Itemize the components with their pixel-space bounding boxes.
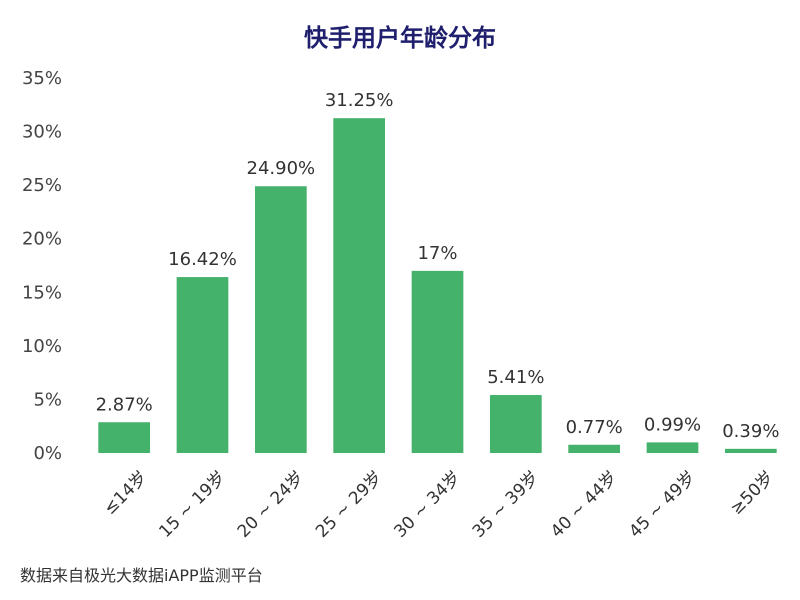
x-tick-label: 20 ~ 24岁 (234, 467, 308, 541)
data-label: 5.41% (487, 367, 544, 388)
x-tick-label: 35 ~ 39岁 (469, 467, 543, 541)
data-labels: 2.87% 16.42% 24.90% 31.25% 17% 5.41% 0.77% 0.99… (96, 90, 780, 442)
x-tick-label: 15 ~ 19岁 (155, 467, 229, 541)
data-label: 0.77% (566, 417, 623, 438)
data-label: 0.99% (644, 414, 701, 435)
bar (568, 444, 621, 453)
bar (646, 442, 699, 453)
y-tick-label: 30% (22, 122, 62, 143)
y-tick-label: 35% (22, 68, 62, 89)
bar (176, 277, 229, 453)
bar (411, 270, 464, 453)
x-tick-label: 40 ~ 44岁 (547, 467, 621, 541)
y-tick-label: 5% (33, 389, 62, 410)
data-label: 31.25% (325, 90, 394, 111)
x-axis: ≤14岁 15 ~ 19岁 20 ~ 24岁 25 ~ 29岁 30 ~ 34岁 35 ~… (100, 467, 778, 541)
x-tick-label: 25 ~ 29岁 (312, 467, 386, 541)
y-tick-label: 10% (22, 336, 62, 357)
bar (333, 118, 386, 453)
data-label: 16.42% (168, 249, 237, 270)
x-tick-label: 30 ~ 34岁 (390, 467, 464, 541)
y-tick-label: 20% (22, 229, 62, 250)
x-tick-label: ≤14岁 (100, 467, 152, 519)
bar (489, 395, 542, 453)
x-tick-label: 45 ~ 49岁 (625, 467, 699, 541)
x-tick-label: ≥50岁 (727, 467, 779, 519)
y-tick-label: 0% (33, 443, 62, 464)
y-tick-label: 15% (22, 282, 62, 303)
data-label: 2.87% (96, 394, 153, 415)
bar (98, 422, 151, 453)
y-axis: 0% 5% 10% 15% 20% 25% 30% 35% (22, 68, 62, 464)
chart-title: 快手用户年龄分布 (304, 24, 496, 52)
data-label: 17% (417, 243, 457, 264)
bar (254, 186, 307, 453)
bars (98, 118, 777, 453)
bar (724, 448, 777, 453)
data-label: 24.90% (247, 158, 316, 179)
data-label: 0.39% (722, 421, 779, 442)
source-note: 数据来自极光大数据iAPP监测平台 (20, 566, 263, 585)
y-tick-label: 25% (22, 175, 62, 196)
